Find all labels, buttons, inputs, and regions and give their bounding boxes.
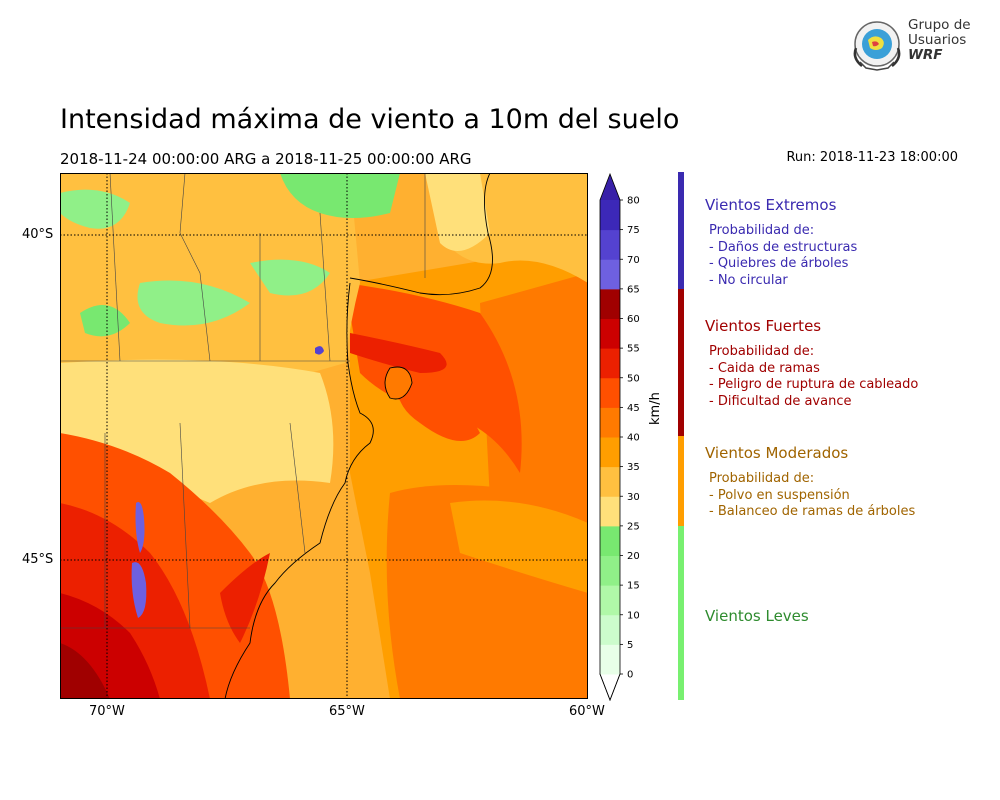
map-gridlines bbox=[60, 173, 588, 699]
category-line: - Daños de estructuras bbox=[709, 239, 858, 255]
colorbar-segment bbox=[600, 288, 620, 319]
peninsula-outline bbox=[384, 366, 413, 400]
colorbar-segment bbox=[600, 437, 620, 468]
colorbar-tick-label: 45 bbox=[627, 403, 640, 414]
colorbar-tick-label: 20 bbox=[627, 551, 640, 562]
colorbar-tick-label: 60 bbox=[627, 314, 640, 325]
category-line: - Quiebres de árboles bbox=[709, 256, 849, 271]
colorbar-segment bbox=[600, 585, 620, 616]
lat-label-45s: 45°S bbox=[22, 552, 54, 567]
wind-map bbox=[60, 172, 588, 700]
colorbar-segment bbox=[600, 407, 620, 438]
colorbar-segment bbox=[600, 525, 620, 556]
colorbar-tick-label: 25 bbox=[627, 521, 640, 532]
colorbar-segment bbox=[600, 466, 620, 497]
category-text-moderate: Probabilidad de: - Polvo en suspensión -… bbox=[709, 471, 915, 521]
colorbar-tick-label: 0 bbox=[627, 670, 633, 681]
colorbar-tick-label: 65 bbox=[627, 284, 640, 295]
colorbar-segment bbox=[600, 377, 620, 408]
logo-text: Grupo de Usuarios WRF bbox=[908, 18, 971, 63]
colorbar-segment bbox=[600, 614, 620, 645]
category-bar-strong bbox=[678, 289, 684, 436]
colorbar-tick-label: 75 bbox=[627, 225, 640, 236]
land-calm-region-north bbox=[280, 173, 400, 218]
ocean-strong-core bbox=[350, 333, 447, 373]
lon-label-60w: 60°W bbox=[569, 704, 605, 719]
coastline bbox=[224, 282, 374, 700]
logo-line-3: WRF bbox=[908, 47, 943, 63]
land-north-moderate bbox=[60, 173, 360, 373]
colorbar-unit: km/h bbox=[648, 392, 663, 425]
wrf-logo: Grupo de Usuarios WRF bbox=[848, 18, 973, 73]
colorbar-segment bbox=[600, 496, 620, 527]
colorbar: 0 5 10 15 20 25 30 35 40 45 50 55 60 65 70 75 80 bbox=[596, 172, 666, 702]
lat-label-40s: 40°S bbox=[22, 227, 54, 242]
ocean-strong-region bbox=[345, 283, 522, 473]
category-text-strong: Probabilidad de: - Caida de ramas - Peli… bbox=[709, 344, 918, 410]
colorbar-over-arrow bbox=[600, 174, 620, 200]
colorbar-segment bbox=[600, 644, 620, 675]
extreme-wind-spot bbox=[315, 346, 324, 355]
category-title-extreme: Vientos Extremos bbox=[705, 196, 837, 214]
category-line: Probabilidad de: bbox=[709, 223, 815, 238]
colorbar-tick-label: 80 bbox=[627, 196, 640, 207]
ocean-south-band bbox=[450, 500, 588, 593]
category-bar-moderate bbox=[678, 436, 684, 526]
globe-logo-icon bbox=[853, 21, 901, 71]
map-border bbox=[60, 173, 588, 699]
colorbar-segment bbox=[600, 318, 620, 349]
colorbar-tick-label: 40 bbox=[627, 433, 640, 444]
category-title-strong: Vientos Fuertes bbox=[705, 317, 822, 335]
lon-label-65w: 65°W bbox=[329, 704, 365, 719]
chart-title: Intensidad máxima de viento a 10m del su… bbox=[60, 104, 680, 135]
logo-line-2: Usuarios bbox=[908, 32, 967, 48]
category-line: - Caida de ramas bbox=[709, 360, 820, 376]
colorbar-tick-label: 15 bbox=[627, 581, 640, 592]
category-line: - Balanceo de ramas de árboles bbox=[709, 504, 916, 519]
colorbar-tick-label: 5 bbox=[627, 640, 633, 651]
land-calm-patch-center bbox=[137, 280, 250, 326]
category-text-extreme: Probabilidad de: - Daños de estructuras … bbox=[709, 223, 857, 289]
colorbar-tick-label: 70 bbox=[627, 255, 640, 266]
category-line: Probabilidad de: bbox=[709, 344, 815, 359]
forecast-period: 2018-11-24 00:00:00 ARG a 2018-11-25 00:… bbox=[60, 150, 472, 168]
colorbar-tick-label: 30 bbox=[627, 492, 640, 503]
extreme-wind-streak-1 bbox=[135, 502, 145, 553]
run-time: Run: 2018-11-23 18:00:00 bbox=[786, 150, 958, 165]
colorbar-segment bbox=[600, 555, 620, 586]
colorbar-svg: 0 5 10 15 20 25 30 35 40 45 50 55 60 65 70 75 80 bbox=[599, 172, 640, 702]
category-line: - Dificultad de avance bbox=[709, 393, 852, 409]
lon-label-70w: 70°W bbox=[89, 704, 125, 719]
category-line: - Peligro de ruptura de cableado bbox=[709, 377, 919, 392]
category-line: Probabilidad de: bbox=[709, 471, 815, 486]
category-title-moderate: Vientos Moderados bbox=[705, 444, 849, 462]
colorbar-segment bbox=[600, 348, 620, 379]
colorbar-under-arrow bbox=[599, 673, 621, 702]
colorbar-tick-label: 55 bbox=[627, 344, 640, 355]
category-bar-light bbox=[678, 526, 684, 700]
colorbar-tick-label: 50 bbox=[627, 373, 640, 384]
category-title-light: Vientos Leves bbox=[705, 607, 809, 625]
coast-strong-patch bbox=[220, 553, 270, 643]
northeast-light bbox=[425, 173, 490, 251]
coastline-north bbox=[349, 172, 493, 296]
colorbar-segment bbox=[600, 259, 620, 290]
provincial-borders bbox=[60, 172, 426, 629]
extreme-wind-streak-2 bbox=[131, 562, 147, 618]
logo-line-1: Grupo de bbox=[908, 17, 971, 33]
category-bar-extreme bbox=[678, 172, 684, 289]
colorbar-segment bbox=[600, 200, 620, 231]
land-calm-patch-east bbox=[250, 259, 330, 296]
colorbar-tick-label: 10 bbox=[627, 610, 640, 621]
ocean-strong-patch bbox=[397, 373, 480, 441]
colorbar-tick-label: 35 bbox=[627, 462, 640, 473]
colorbar-segment bbox=[600, 229, 620, 260]
category-line: - Polvo en suspensión bbox=[709, 487, 850, 503]
wind-map-svg bbox=[60, 172, 588, 700]
land-southwest-darkest bbox=[60, 643, 110, 699]
category-line: - No circular bbox=[709, 272, 788, 288]
